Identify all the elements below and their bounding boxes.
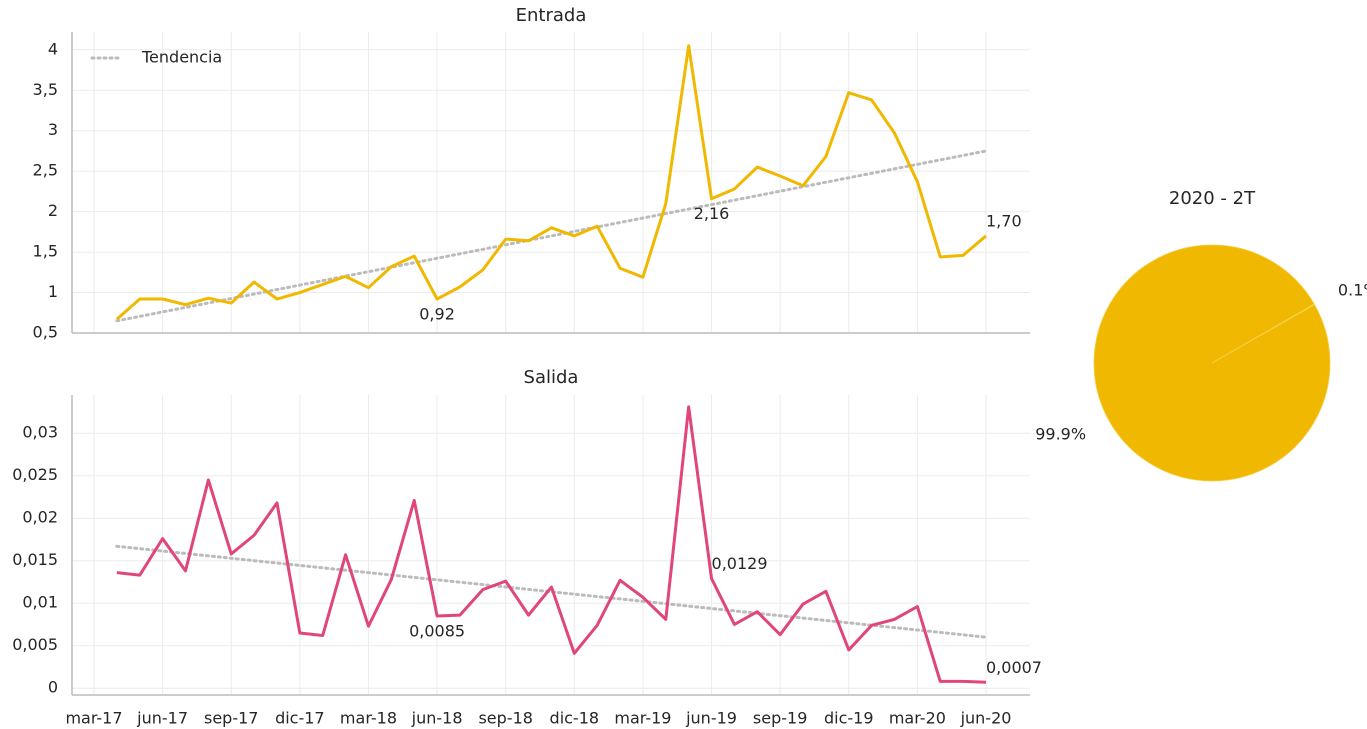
x-tick-label: dic-19 <box>824 709 874 728</box>
trend-line <box>115 544 988 639</box>
y-tick-label: 0,03 <box>22 423 58 442</box>
pie-label: 99.9% <box>1035 425 1086 444</box>
x-tick-label: jun-20 <box>960 709 1012 728</box>
y-tick-label: 0 <box>48 678 58 697</box>
y-tick-label: 3 <box>48 120 58 139</box>
y-tick-label: 2 <box>48 201 58 220</box>
y-tick-label: 0,015 <box>12 550 58 569</box>
value-label: 0,0085 <box>409 621 465 640</box>
x-tick-label: dic-17 <box>275 709 325 728</box>
y-tick-label: 0,01 <box>22 593 58 612</box>
x-tick-label: mar-17 <box>65 709 122 728</box>
x-tick-label: jun-18 <box>411 709 463 728</box>
chart-title: Entrada <box>516 5 587 26</box>
value-label: 0,0007 <box>986 658 1042 677</box>
y-tick-label: 0,02 <box>22 508 58 527</box>
x-tick-label: jun-17 <box>136 709 188 728</box>
x-tick-label: sep-19 <box>753 709 807 728</box>
y-tick-label: 3,5 <box>33 80 58 99</box>
x-tick-label: sep-17 <box>204 709 258 728</box>
chart-title: Salida <box>524 367 579 388</box>
y-tick-label: 0,5 <box>33 323 58 342</box>
pie-label: 0.1% <box>1338 280 1367 299</box>
y-tick-label: 0,005 <box>12 635 58 654</box>
value-label: 0,92 <box>419 305 455 324</box>
y-tick-label: 0,025 <box>12 465 58 484</box>
value-label: 0,0129 <box>712 554 768 573</box>
x-tick-label: mar-19 <box>614 709 671 728</box>
pie-slice <box>1093 244 1331 482</box>
legend-label: Tendencia <box>141 48 222 67</box>
x-tick-label: jun-19 <box>685 709 737 728</box>
pie-slice <box>1211 303 1316 364</box>
y-tick-label: 4 <box>48 39 58 58</box>
x-tick-label: sep-18 <box>478 709 532 728</box>
y-tick-label: 2,5 <box>33 161 58 180</box>
data-line <box>115 44 987 321</box>
y-tick-label: 1,5 <box>33 242 58 261</box>
data-line <box>116 405 987 684</box>
chart-title: 2020 - 2T <box>1169 188 1256 209</box>
x-tick-label: mar-20 <box>889 709 946 728</box>
x-tick-label: dic-18 <box>550 709 600 728</box>
trend-line <box>115 149 988 323</box>
value-label: 2,16 <box>694 204 730 223</box>
x-tick-label: mar-18 <box>340 709 397 728</box>
value-label: 1,70 <box>986 211 1022 230</box>
y-tick-label: 1 <box>48 282 58 301</box>
